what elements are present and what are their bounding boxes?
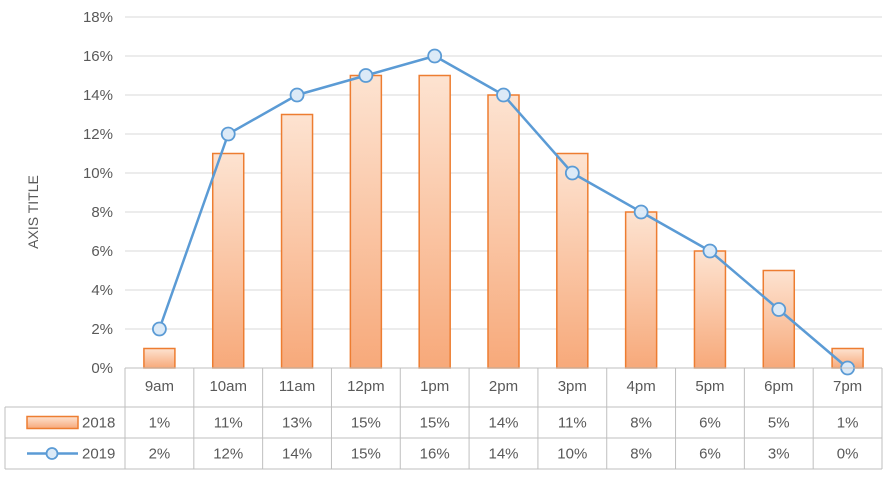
legend-key-2018 xyxy=(26,415,79,430)
category-label: 4pm xyxy=(627,378,656,395)
point-2019 xyxy=(220,126,236,142)
point-2019 xyxy=(633,204,649,220)
bar-2018 xyxy=(349,74,383,369)
bar-2018 xyxy=(211,152,245,369)
table-value-2018: 15% xyxy=(420,415,450,432)
table-value-2019: 14% xyxy=(282,446,312,463)
table-value-2018: 5% xyxy=(768,415,790,432)
table-value-2018: 6% xyxy=(699,415,721,432)
table-value-2019: 0% xyxy=(837,446,859,463)
point-2019 xyxy=(496,87,511,103)
point-2019 xyxy=(289,87,305,103)
table-value-2019: 6% xyxy=(699,446,721,463)
category-label: 2pm xyxy=(489,378,518,395)
bar-2018 xyxy=(624,211,658,369)
category-label: 1pm xyxy=(420,378,449,395)
table-value-2018: 1% xyxy=(837,415,859,432)
table-value-2019: 3% xyxy=(768,446,790,463)
bar-2018 xyxy=(487,94,520,369)
table-value-2019: 12% xyxy=(213,446,243,463)
bar-2018 xyxy=(418,74,451,369)
category-label: 11am xyxy=(279,378,315,395)
data-table: 9am 10am 11am 12pm 1pm 2pm 3pm 4pm 5pm 6pm 7pm 2018… xyxy=(4,367,883,470)
table-value-2018: 8% xyxy=(630,415,652,432)
table-value-2019: 2% xyxy=(149,446,171,463)
legend-key-2019-marker xyxy=(45,447,59,460)
table-value-2018: 11% xyxy=(558,415,587,432)
y-tick-label: 2% xyxy=(91,321,113,338)
legend-label-2019: 2019 xyxy=(82,446,115,463)
y-axis-title: AXIS TITLE xyxy=(25,175,41,249)
point-2019 xyxy=(358,68,374,83)
category-label: 7pm xyxy=(833,378,862,395)
y-tick-labels: 0% 2% 4% 6% 8% 10% 12% 14% 16% 18% xyxy=(83,9,113,377)
table-value-2019: 14% xyxy=(488,446,518,463)
bar-2018 xyxy=(280,113,314,369)
y-tick-label: 8% xyxy=(91,204,113,221)
category-label: 10am xyxy=(209,378,247,395)
category-label: 12pm xyxy=(347,378,385,395)
point-2019 xyxy=(427,48,443,64)
y-tick-label: 14% xyxy=(83,87,113,104)
table-value-2018: 13% xyxy=(282,415,312,432)
category-label: 5pm xyxy=(695,378,724,395)
legend-label-2018: 2018 xyxy=(82,415,115,432)
y-tick-label: 10% xyxy=(83,165,113,182)
table-value-2019: 10% xyxy=(557,446,587,463)
y-tick-label: 16% xyxy=(83,48,113,65)
bars-2018 xyxy=(143,74,864,369)
table-value-2018: 15% xyxy=(351,415,381,432)
category-label: 9am xyxy=(145,378,174,395)
bar-2018 xyxy=(556,152,589,369)
category-label: 3pm xyxy=(558,378,587,395)
bar-2018 xyxy=(143,347,176,369)
point-2019 xyxy=(702,243,718,259)
y-tick-label: 4% xyxy=(91,282,113,299)
line-2019 xyxy=(152,48,855,376)
table-value-2018: 1% xyxy=(149,415,171,432)
y-tick-label: 12% xyxy=(83,126,113,143)
table-value-2019: 15% xyxy=(351,446,381,463)
category-label: 6pm xyxy=(764,378,793,395)
table-value-2019: 8% xyxy=(630,446,652,463)
point-2019 xyxy=(564,165,580,181)
bar-2018 xyxy=(693,250,727,369)
table-value-2019: 16% xyxy=(420,446,450,463)
point-2019 xyxy=(152,321,167,337)
table-value-2018: 14% xyxy=(488,415,518,432)
table-value-2018: 11% xyxy=(214,415,243,432)
y-tick-label: 6% xyxy=(91,243,113,260)
y-tick-label: 0% xyxy=(91,360,113,377)
y-tick-label: 18% xyxy=(83,9,113,26)
point-2019 xyxy=(771,302,787,317)
